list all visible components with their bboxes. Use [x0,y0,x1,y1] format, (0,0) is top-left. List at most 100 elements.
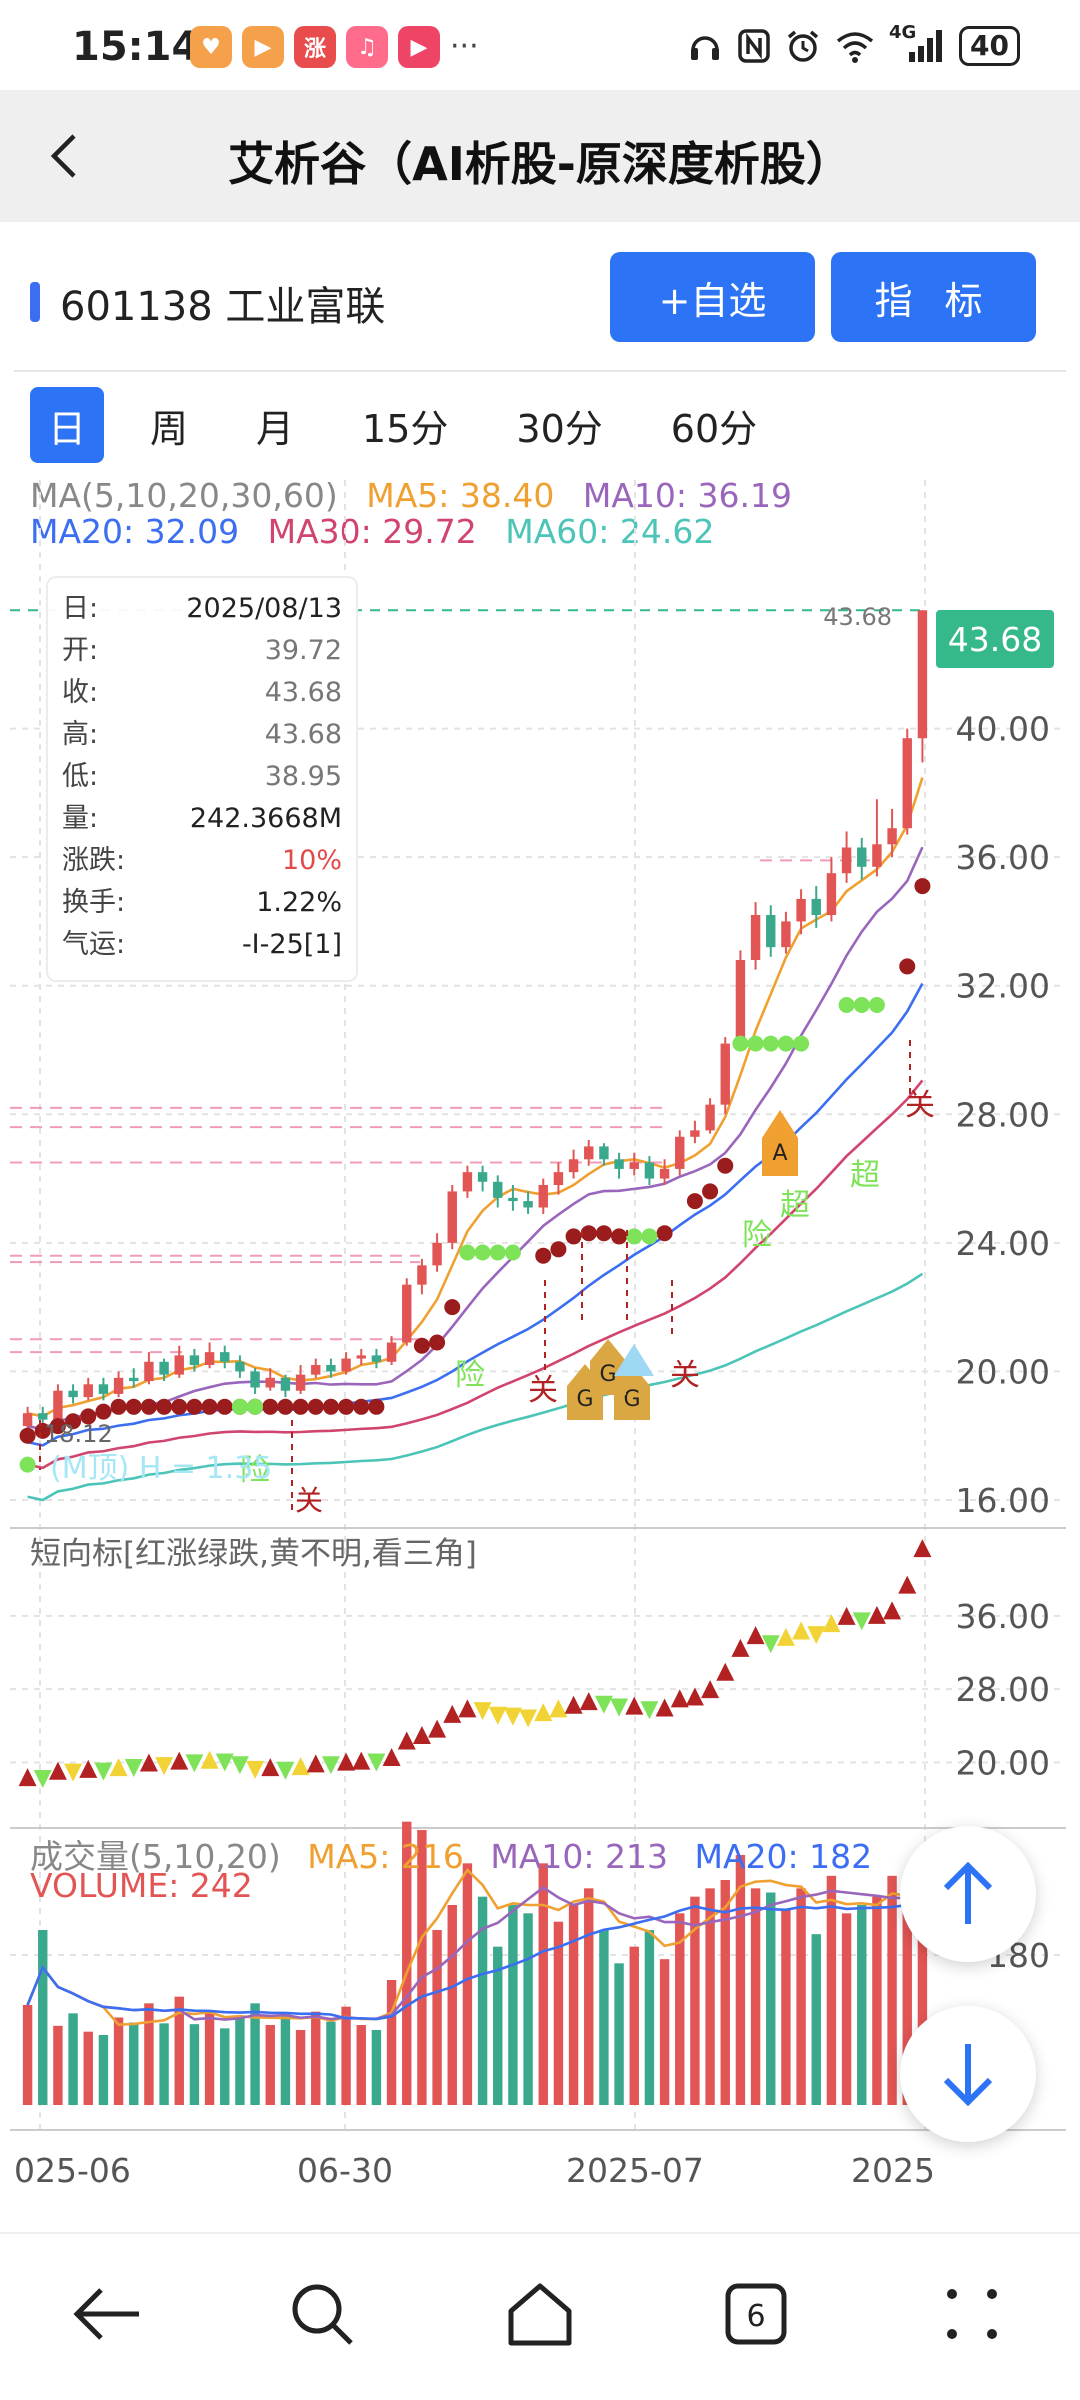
signal-dot-green [489,1244,506,1261]
volume-bar [523,1913,533,2105]
trend-triangle [230,1756,249,1775]
nav-back-button[interactable] [68,2274,148,2354]
last-price-badge: 43.68 [936,610,1054,668]
volume-bar [341,2006,351,2105]
volume-bar [811,1934,821,2105]
signal-dot [686,1193,703,1210]
candle-body [432,1242,442,1266]
volume-ma-line [26,1900,923,2021]
volume-bar [766,1892,776,2105]
trend-triangle [64,1763,83,1782]
volume-panel: 180 [10,1821,1060,2105]
bottom-nav: 6 [0,2232,1080,2400]
volume-bar [584,1888,594,2105]
page-title: 艾析谷（AI析股-原深度析股） [228,137,852,191]
signal-dot-green [474,1244,491,1261]
candle-body [204,1352,215,1365]
candle-body [113,1377,124,1394]
stock-accent-bar [30,282,40,322]
trend-triangle [488,1706,507,1725]
candle-body [326,1365,336,1372]
g-marker-label: G [599,1362,616,1387]
nav-search-button[interactable] [282,2274,362,2354]
candle-body [857,847,867,867]
candle-body [659,1168,670,1179]
tab-month[interactable]: 月 [256,406,295,451]
home-icon [508,2283,572,2346]
volume-bar [250,2003,260,2105]
candle-body [477,1172,488,1182]
add-watchlist-button[interactable]: +自选 [610,252,815,342]
x-tick-label: 06-30 [297,2151,393,2190]
trend-triangle [48,1761,67,1780]
info-row-volume: 量: 242.3668M [62,803,342,834]
short-tick-label: 20.00 [956,1744,1050,1783]
nav-home-button[interactable] [500,2274,580,2354]
nav-tabs-button[interactable]: 6 [716,2274,796,2354]
svg-text:6: 6 [746,2299,765,2334]
signal-dot [368,1398,385,1415]
signal-dot [580,1225,597,1242]
trend-triangle [519,1709,538,1728]
trend-triangle [716,1662,735,1681]
signal-label: 险 [742,1218,772,1253]
x-tick-label: 025-06 [14,2151,131,2190]
candle-body [599,1146,609,1160]
play-app-icon: ▶ [242,26,284,68]
tab-60min[interactable]: 60分 [670,406,758,451]
x-tick-label: 2025-07 [566,2151,704,2190]
candle-body [811,898,821,915]
price-tick-label: 40.00 [956,710,1050,749]
volume-bar [675,1913,685,2105]
x-tick-label: 2025 [851,2151,935,2190]
signal-dot [80,1408,97,1425]
trend-triangle [640,1701,659,1720]
scroll-down-button[interactable] [900,2006,1036,2142]
trend-triangle [564,1695,583,1714]
candle-body [371,1355,382,1362]
trend-triangle [367,1753,386,1772]
divider [14,370,1066,372]
volume-bar [98,2035,109,2105]
alarm-icon [787,30,819,62]
trend-triangle [139,1753,158,1772]
candle-body [766,915,776,948]
trend-triangle [291,1757,310,1776]
candle-body [159,1361,169,1375]
short-indicator-panel: 36.00 28.00 20.00 [10,1539,1060,1788]
price-tick-label: 36.00 [956,838,1050,877]
volume-bar [553,1921,564,2105]
info-row-open: 开: 39.72 [62,635,342,666]
indicator-button[interactable]: 指 标 [831,252,1036,342]
trend-triangle [155,1757,174,1776]
tab-15min[interactable]: 15分 [362,406,449,451]
nav-menu-button[interactable] [932,2274,1012,2354]
volume-bar [462,1863,473,2105]
back-arrow-icon[interactable] [40,128,96,184]
tab-week[interactable]: 周 [150,406,189,451]
volume-bar [902,1888,912,2105]
trend-triangle [94,1762,113,1781]
trend-triangle [625,1696,644,1715]
volume-bar [356,2025,366,2105]
trend-triangle [428,1719,447,1738]
signal-dot [140,1398,157,1415]
volume-bar [705,1888,715,2105]
support-lines [10,859,870,1354]
candle-body [174,1355,184,1375]
signal-dot-green [793,1035,810,1052]
candle-body [796,898,806,922]
candle-body [235,1361,245,1372]
tab-day[interactable]: 日 [30,387,105,463]
price-tick-label: 32.00 [956,967,1050,1006]
signal-dot [262,1398,279,1415]
tab-30min[interactable]: 30分 [516,406,603,451]
volume-bar [690,1896,700,2105]
signal-dot [49,1418,66,1435]
trend-triangle [33,1770,52,1788]
trend-triangle [837,1606,856,1625]
scroll-up-button[interactable] [900,1826,1036,1962]
candle-body [144,1361,154,1382]
candle-body [311,1365,321,1375]
